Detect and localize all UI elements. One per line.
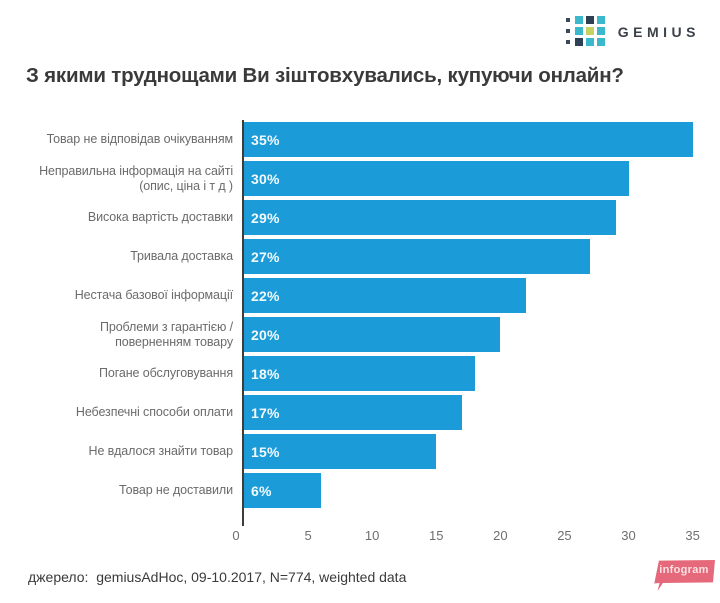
bar-track: 22% <box>242 276 708 315</box>
bar-value-label: 18% <box>251 365 280 382</box>
infogram-badge-label: infogram <box>659 564 709 576</box>
bar: 29% <box>244 200 616 235</box>
bar-track: 18% <box>242 354 708 393</box>
bar-value-label: 22% <box>251 287 280 304</box>
logo-dot <box>574 26 585 37</box>
bar-row: Нестача базової інформації 22% <box>28 276 708 315</box>
gemius-logo: GEMIUS <box>563 15 700 48</box>
bar: 30% <box>244 161 629 196</box>
x-axis-tick-label: 10 <box>364 528 380 543</box>
chart-title: З якими труднощами Ви зіштовхувались, ку… <box>26 64 624 87</box>
bar-category-label: Товар не відповідав очікуванням <box>46 132 233 146</box>
bar-category-label: Нестача базової інформації <box>74 288 233 302</box>
bar-track: 30% <box>242 159 708 198</box>
gemius-logo-dots-icon <box>563 15 607 48</box>
bar-track: 17% <box>242 393 708 432</box>
logo-dot <box>574 15 585 26</box>
bar-value-label: 15% <box>251 443 280 460</box>
logo-dot <box>596 26 607 37</box>
x-axis-tick-label: 0 <box>232 528 240 543</box>
bar-row: Проблеми з гарантією / поверненням товар… <box>28 315 708 354</box>
bar-category-label: Не вдалося знайти товар <box>88 444 234 458</box>
source-text: джерело: gemiusAdHoc, 09-10.2017, N=774,… <box>28 569 407 585</box>
bar-row: Не вдалося знайти товар 15% <box>28 432 708 471</box>
bar: 6% <box>244 473 321 508</box>
bar: 15% <box>244 434 437 469</box>
logo-dot <box>563 15 574 26</box>
x-axis-tick-label: 5 <box>304 528 312 543</box>
bar-value-label: 29% <box>251 209 280 226</box>
bar: 35% <box>244 122 693 157</box>
gemius-logo-text: GEMIUS <box>617 23 700 40</box>
logo-dot <box>563 26 574 37</box>
bar: 18% <box>244 356 475 391</box>
logo-dot <box>596 37 607 48</box>
bar-category-label: Погане обслуговування <box>98 366 233 380</box>
logo-dot <box>574 37 585 48</box>
bar-category-label: Товар не доставили <box>119 483 233 497</box>
bar-value-label: 30% <box>251 170 280 187</box>
logo-dot <box>585 15 596 26</box>
bar-category-label: Тривала доставка <box>130 249 233 263</box>
bar-row: Товар не доставили 6% <box>28 471 708 510</box>
logo-dot <box>585 37 596 48</box>
bar: 27% <box>244 239 591 274</box>
bar-track: 35% <box>242 120 708 159</box>
bar-row: Погане обслуговування 18% <box>28 354 708 393</box>
bar: 17% <box>244 395 462 430</box>
x-axis-tick-label: 15 <box>429 528 444 543</box>
bar-category-label: Неправильна інформація на сайті (опис, ц… <box>39 163 233 193</box>
bar-track: 29% <box>242 198 708 237</box>
infogram-badge[interactable]: infogram <box>649 560 715 591</box>
x-axis-tick-label: 25 <box>557 528 572 543</box>
x-axis-tick-label: 35 <box>685 528 700 543</box>
bar-value-label: 6% <box>251 482 272 499</box>
bar-category-label: Висока вартість доставки <box>87 210 233 224</box>
bar-category-label: Проблеми з гарантією / поверненням товар… <box>99 319 233 349</box>
bar-track: 20% <box>242 315 708 354</box>
bar-value-label: 17% <box>251 404 280 421</box>
bar-track: 27% <box>242 237 708 276</box>
bar-row: Висока вартість доставки 29% <box>28 198 708 237</box>
bar-rows: Товар не відповідав очікуванням 35% Неправ… <box>28 120 708 510</box>
bar: 20% <box>244 317 501 352</box>
bar-row: Неправильна інформація на сайті (опис, ц… <box>28 159 708 198</box>
logo-dot <box>596 15 607 26</box>
bar-category-label: Небезпечні способи оплати <box>75 405 233 419</box>
bar-track: 15% <box>242 432 708 471</box>
x-axis-tick-label: 20 <box>493 528 508 543</box>
bar-row: Товар не відповідав очікуванням 35% <box>28 120 708 159</box>
bar: 22% <box>244 278 526 313</box>
bar-value-label: 27% <box>251 248 280 265</box>
x-axis-tick-label: 30 <box>621 528 636 543</box>
y-axis-line-tail <box>242 510 708 526</box>
logo-dot <box>563 37 574 48</box>
bar-track: 6% <box>242 471 708 510</box>
x-axis-ticks: 0 5 10 15 20 25 30 35 <box>232 528 708 550</box>
bar-value-label: 20% <box>251 326 280 343</box>
bar-row: Небезпечні способи оплати 17% <box>28 393 708 432</box>
bar-chart: Товар не відповідав очікуванням 35% Неправ… <box>28 120 708 550</box>
bar-row: Тривала доставка 27% <box>28 237 708 276</box>
bar-value-label: 35% <box>251 131 280 148</box>
logo-dot <box>585 26 596 37</box>
